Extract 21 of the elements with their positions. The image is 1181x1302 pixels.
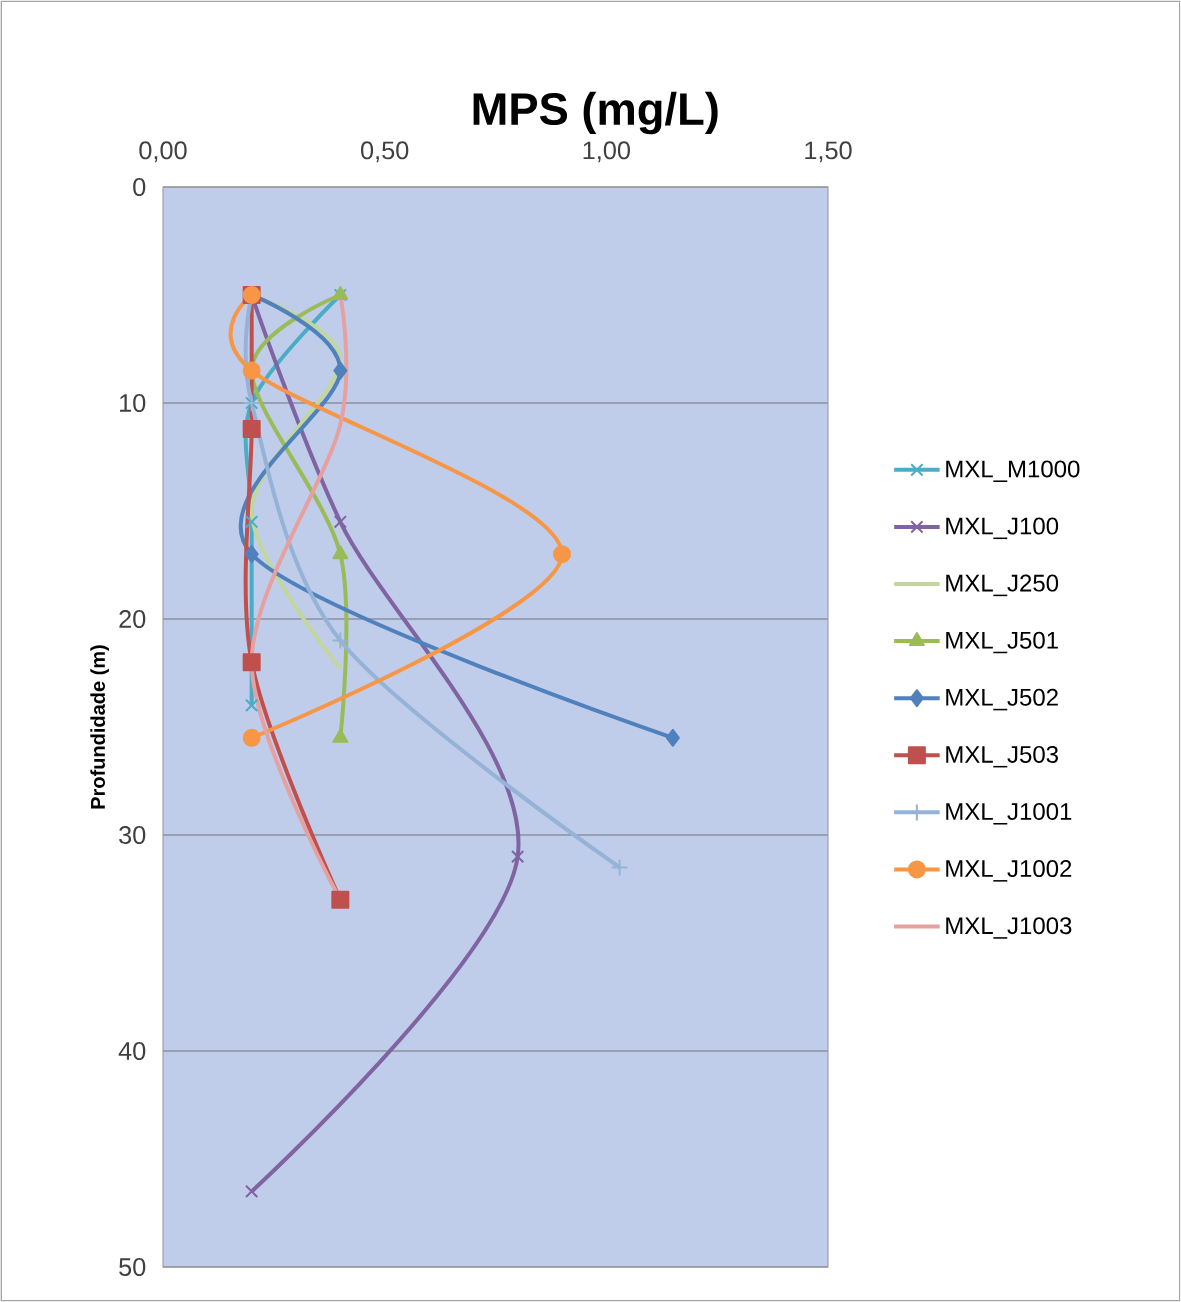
x-tick-label: 0,50	[361, 141, 409, 163]
y-tick-label: 50	[119, 1258, 146, 1276]
x-tick-label: 1,50	[805, 141, 852, 163]
legend-label: MXL_J503	[946, 745, 1058, 768]
y-tick-label: 0	[133, 178, 146, 196]
legend-label: MXL_M1000	[946, 460, 1080, 482]
y-axis-title: Profundidade (m)	[90, 645, 109, 809]
x-tick-label: 1,00	[583, 141, 630, 163]
legend-label: MXL_J100	[946, 517, 1059, 540]
y-tick-label: 10	[120, 394, 146, 412]
y-tick-label: 20	[119, 610, 146, 628]
legend-label: MXL_J501	[946, 631, 1058, 654]
legend-label: MXL_J1003	[946, 917, 1072, 939]
legend-label: MXL_J1002	[946, 860, 1072, 882]
legend-label: MXL_J250	[946, 574, 1059, 597]
chart-title: MPS (mg/L)	[473, 91, 718, 135]
y-tick-label: 40	[118, 1042, 146, 1060]
legend-label: MXL_J1001	[946, 802, 1072, 825]
legend-label: MXL_J502	[946, 688, 1058, 711]
x-tick-label: 0,00	[139, 141, 187, 163]
y-tick-label: 30	[119, 826, 146, 844]
